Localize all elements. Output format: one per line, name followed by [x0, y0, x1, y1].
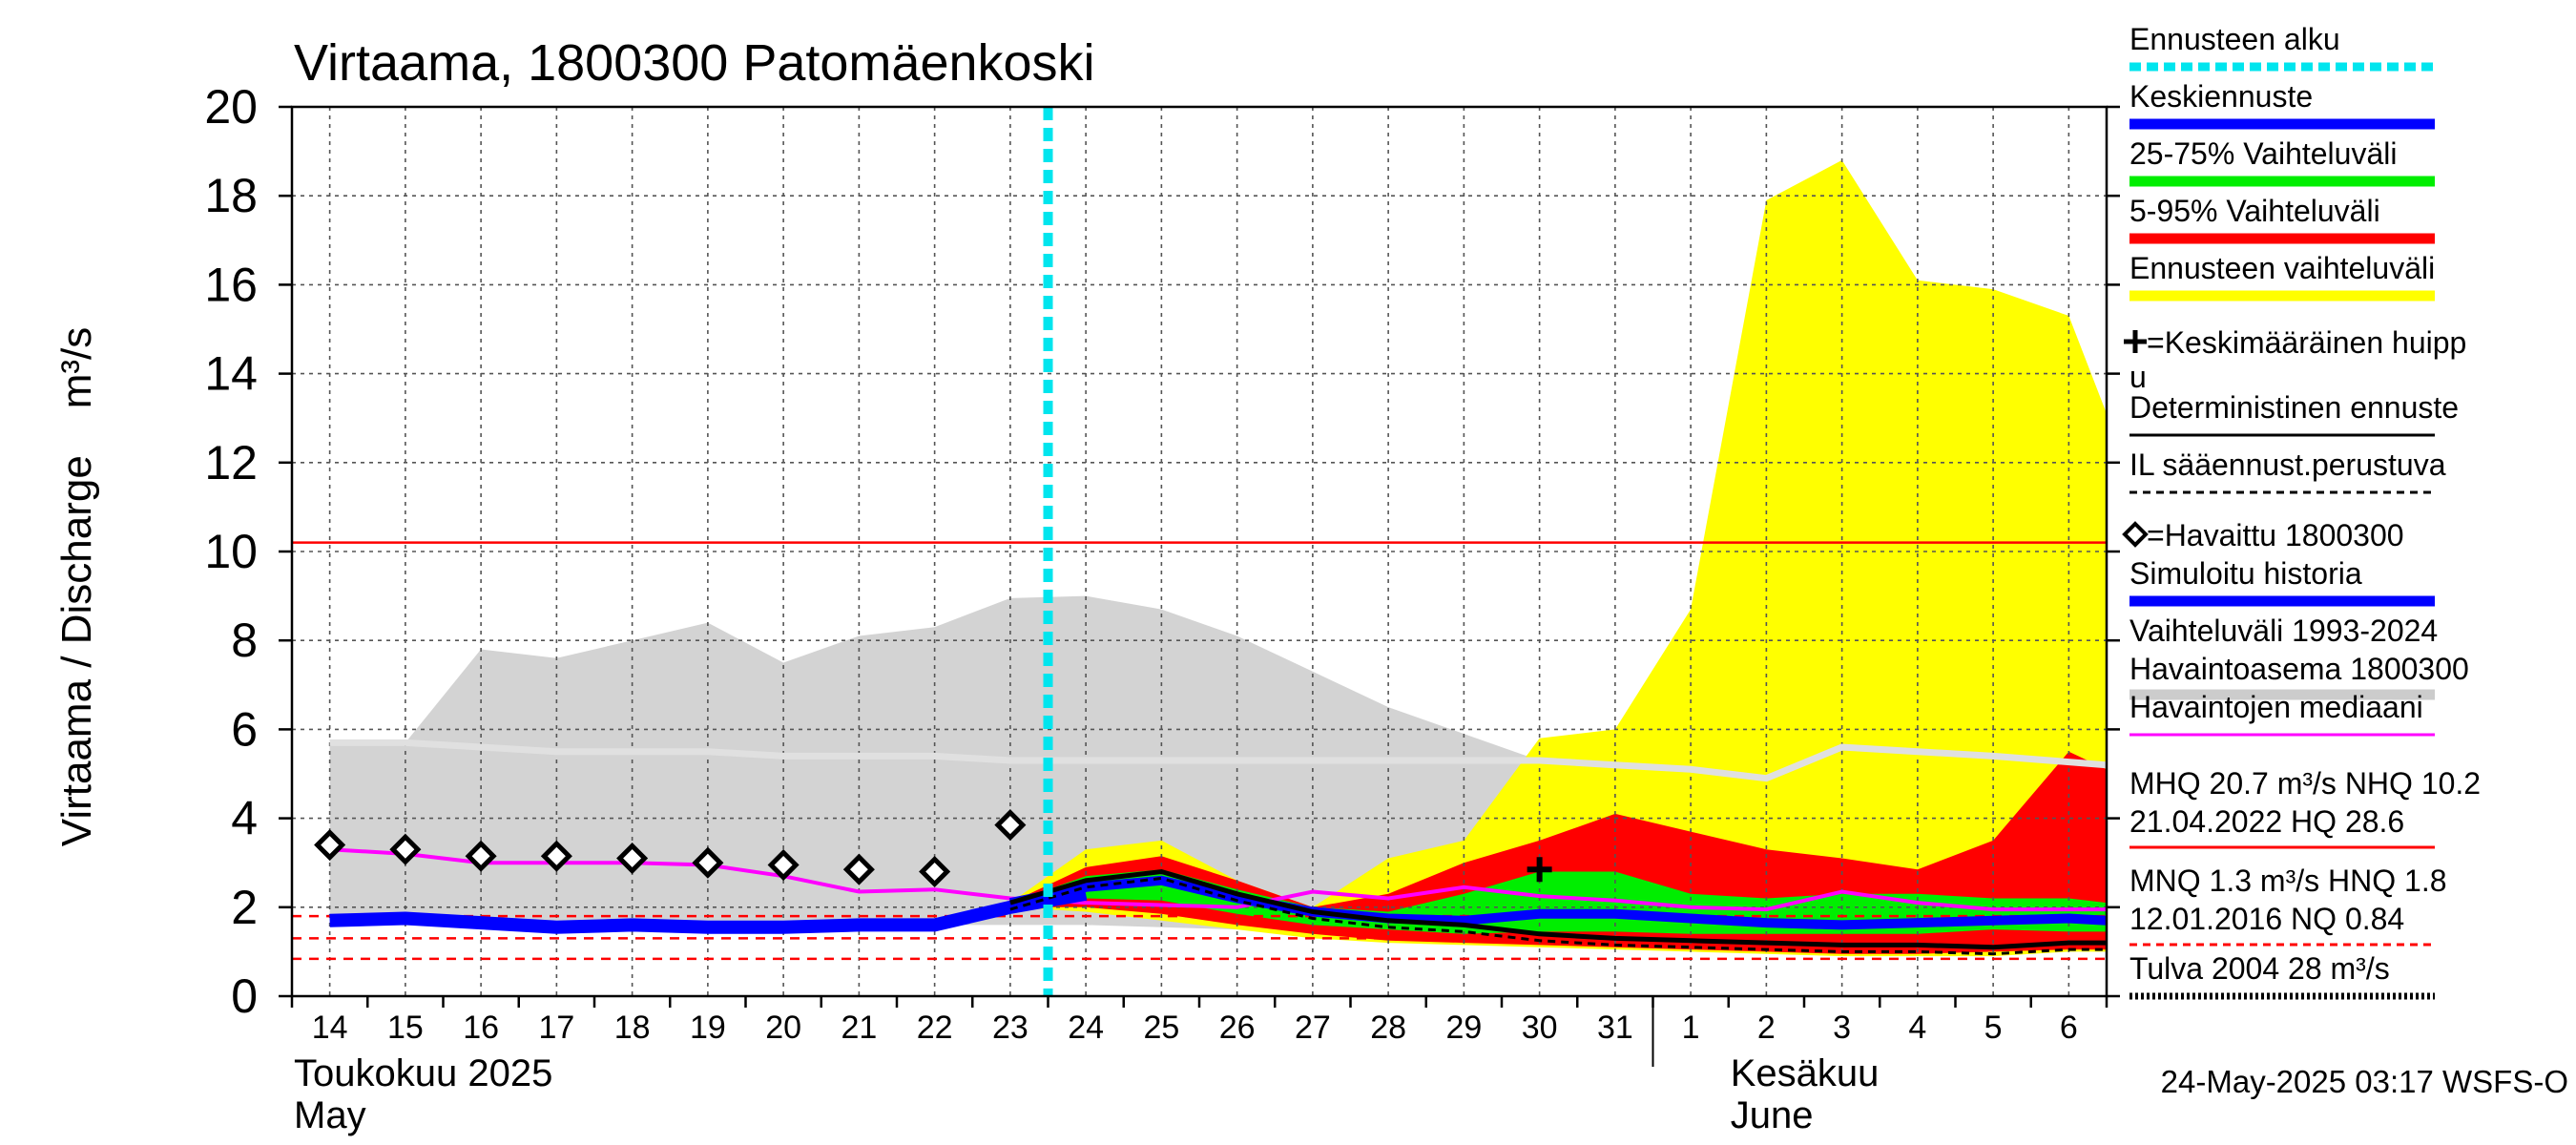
forecast-range-area: [1009, 159, 2107, 957]
x-tick-label: 30: [1522, 1010, 1558, 1046]
il-forecast-line: [1009, 876, 2107, 956]
y-tick-label: 20: [204, 80, 258, 134]
x-tick-label: 20: [765, 1010, 801, 1046]
observed-median-line: [329, 847, 2107, 912]
x-tick-label: 17: [538, 1010, 574, 1046]
x-tick-label: 21: [841, 1010, 877, 1046]
x-tick-label: 1: [1682, 1010, 1700, 1046]
observed-point: [314, 829, 346, 862]
legend-label: Ennusteen alku: [2129, 22, 2340, 56]
y-tick-label: 10: [204, 525, 258, 578]
y-tick-label: 4: [231, 792, 258, 845]
observed-point: [389, 833, 422, 865]
x-tick-label: 25: [1143, 1010, 1179, 1046]
x-tick-label: 15: [387, 1010, 424, 1046]
observed-point: [919, 855, 951, 888]
legend-label: Tulva 2004 28 m³/s: [2129, 951, 2390, 986]
plus-marker-icon: [2124, 330, 2147, 353]
legend-item: MHQ 20.7 m³/s NHQ 10.221.04.2022 HQ 28.6: [2129, 766, 2481, 849]
legend-label: Keskiennuste: [2129, 79, 2313, 114]
x-tick-label: 27: [1295, 1010, 1331, 1046]
observed-point: [842, 853, 875, 885]
observed-point: [692, 846, 724, 879]
legend-item: IL sääennust.perustuva: [2129, 448, 2446, 494]
timestamp: 24-May-2025 03:17 WSFS-O: [2161, 1064, 2568, 1099]
x-tick-label: 19: [690, 1010, 726, 1046]
legend-label: MHQ 20.7 m³/s NHQ 10.2: [2129, 766, 2481, 801]
chart-title: Virtaama, 1800300 Patomäenkoski: [294, 34, 1095, 92]
legend-item: Simuloitu historia: [2129, 556, 2435, 607]
y-tick-label: 14: [204, 347, 258, 401]
x-tick-label: 5: [1984, 1010, 2003, 1046]
x-tick-label: 26: [1219, 1010, 1256, 1046]
legend-label: Deterministinen ennuste: [2129, 390, 2459, 425]
y-tick-label: 0: [231, 969, 258, 1023]
legend-item: MNQ 1.3 m³/s HNQ 1.8 12.01.2016 NQ 0.84: [2129, 864, 2447, 947]
x-tick-label: 2: [1757, 1010, 1776, 1046]
legend: Ennusteen alku Keskiennuste 25-75% Vaihtel…: [2122, 22, 2481, 1000]
legend-label: Ennusteen vaihteluväli: [2129, 251, 2435, 285]
legend-label: Vaihteluväli 1993-2024: [2129, 614, 2438, 648]
band-25-75-area: [1009, 869, 2107, 934]
month-label-en: June: [1731, 1094, 1814, 1136]
y-tick-label: 2: [231, 881, 258, 934]
x-tick-label: 24: [1068, 1010, 1104, 1046]
legend-label: Simuloitu historia: [2129, 556, 2362, 591]
legend-item: Havaintojen mediaani: [2129, 690, 2435, 737]
month-label-fi: Kesäkuu: [1731, 1052, 1880, 1094]
deterministic-forecast-line: [1009, 868, 2107, 950]
x-tick-label: 31: [1597, 1010, 1633, 1046]
legend-label: Havaintoasema 1800300: [2129, 652, 2469, 686]
legend-label: MNQ 1.3 m³/s HNQ 1.8: [2129, 864, 2447, 898]
x-tick-label: 3: [1833, 1010, 1851, 1046]
month-label-en: May: [294, 1094, 366, 1136]
x-tick-label: 22: [917, 1010, 953, 1046]
legend-label: =Keskimääräinen huipp: [2147, 325, 2466, 360]
x-tick-label: 23: [992, 1010, 1028, 1046]
legend-label: 21.04.2022 HQ 28.6: [2129, 804, 2404, 839]
legend-item: Tulva 2004 28 m³/s: [2129, 951, 2435, 1000]
legend-label: 12.01.2016 NQ 0.84: [2129, 902, 2404, 936]
y-tick-label: 18: [204, 169, 258, 222]
legend-label: Havaintojen mediaani: [2129, 690, 2423, 724]
legend-label: 5-95% Vaihteluväli: [2129, 194, 2380, 228]
legend-label: =Havaittu 1800300: [2147, 518, 2404, 552]
observed-point: [616, 843, 649, 875]
y-tick-label: 12: [204, 436, 258, 489]
simulated-history-line: [329, 886, 1088, 934]
legend-item: =Havaittu 1800300: [2122, 518, 2404, 552]
legend-item: 25-75% Vaihteluväli: [2129, 136, 2435, 187]
month-label-fi: Toukokuu 2025: [294, 1052, 552, 1094]
x-tick-label: 28: [1370, 1010, 1406, 1046]
y-axis-label: Virtaama / Discharge m³/s: [53, 327, 100, 846]
y-tick-label: 6: [231, 702, 258, 756]
legend-label: 25-75% Vaihteluväli: [2129, 136, 2397, 171]
x-tick-label: 16: [463, 1010, 499, 1046]
legend-item: Deterministinen ennuste: [2129, 390, 2459, 437]
legend-label: u: [2129, 360, 2147, 394]
x-tick-label: 6: [2060, 1010, 2078, 1046]
legend-item: Ennusteen alku: [2129, 22, 2435, 72]
legend-item: Vaihteluväli 1993-2024 Havaintoasema 180…: [2129, 614, 2469, 700]
y-tick-label: 8: [231, 614, 258, 667]
legend-item: Ennusteen vaihteluväli: [2129, 251, 2435, 302]
observed-point: [767, 848, 800, 882]
observed-point: [994, 809, 1027, 842]
legend-item: Keskiennuste: [2129, 79, 2435, 130]
diamond-marker-icon: [2122, 521, 2149, 548]
y-tick-label: 16: [204, 258, 258, 311]
mean-peak-marker: [1527, 857, 1552, 883]
x-tick-label: 29: [1445, 1010, 1482, 1046]
x-tick-label: 18: [614, 1010, 651, 1046]
x-tick-label: 4: [1908, 1010, 1926, 1046]
legend-item: 5-95% Vaihteluväli: [2129, 194, 2435, 244]
observed-point: [540, 840, 572, 872]
observed-point: [465, 840, 497, 872]
x-tick-label: 14: [312, 1010, 348, 1046]
legend-label: IL sääennust.perustuva: [2129, 448, 2446, 482]
history-median-line: [329, 739, 2107, 782]
